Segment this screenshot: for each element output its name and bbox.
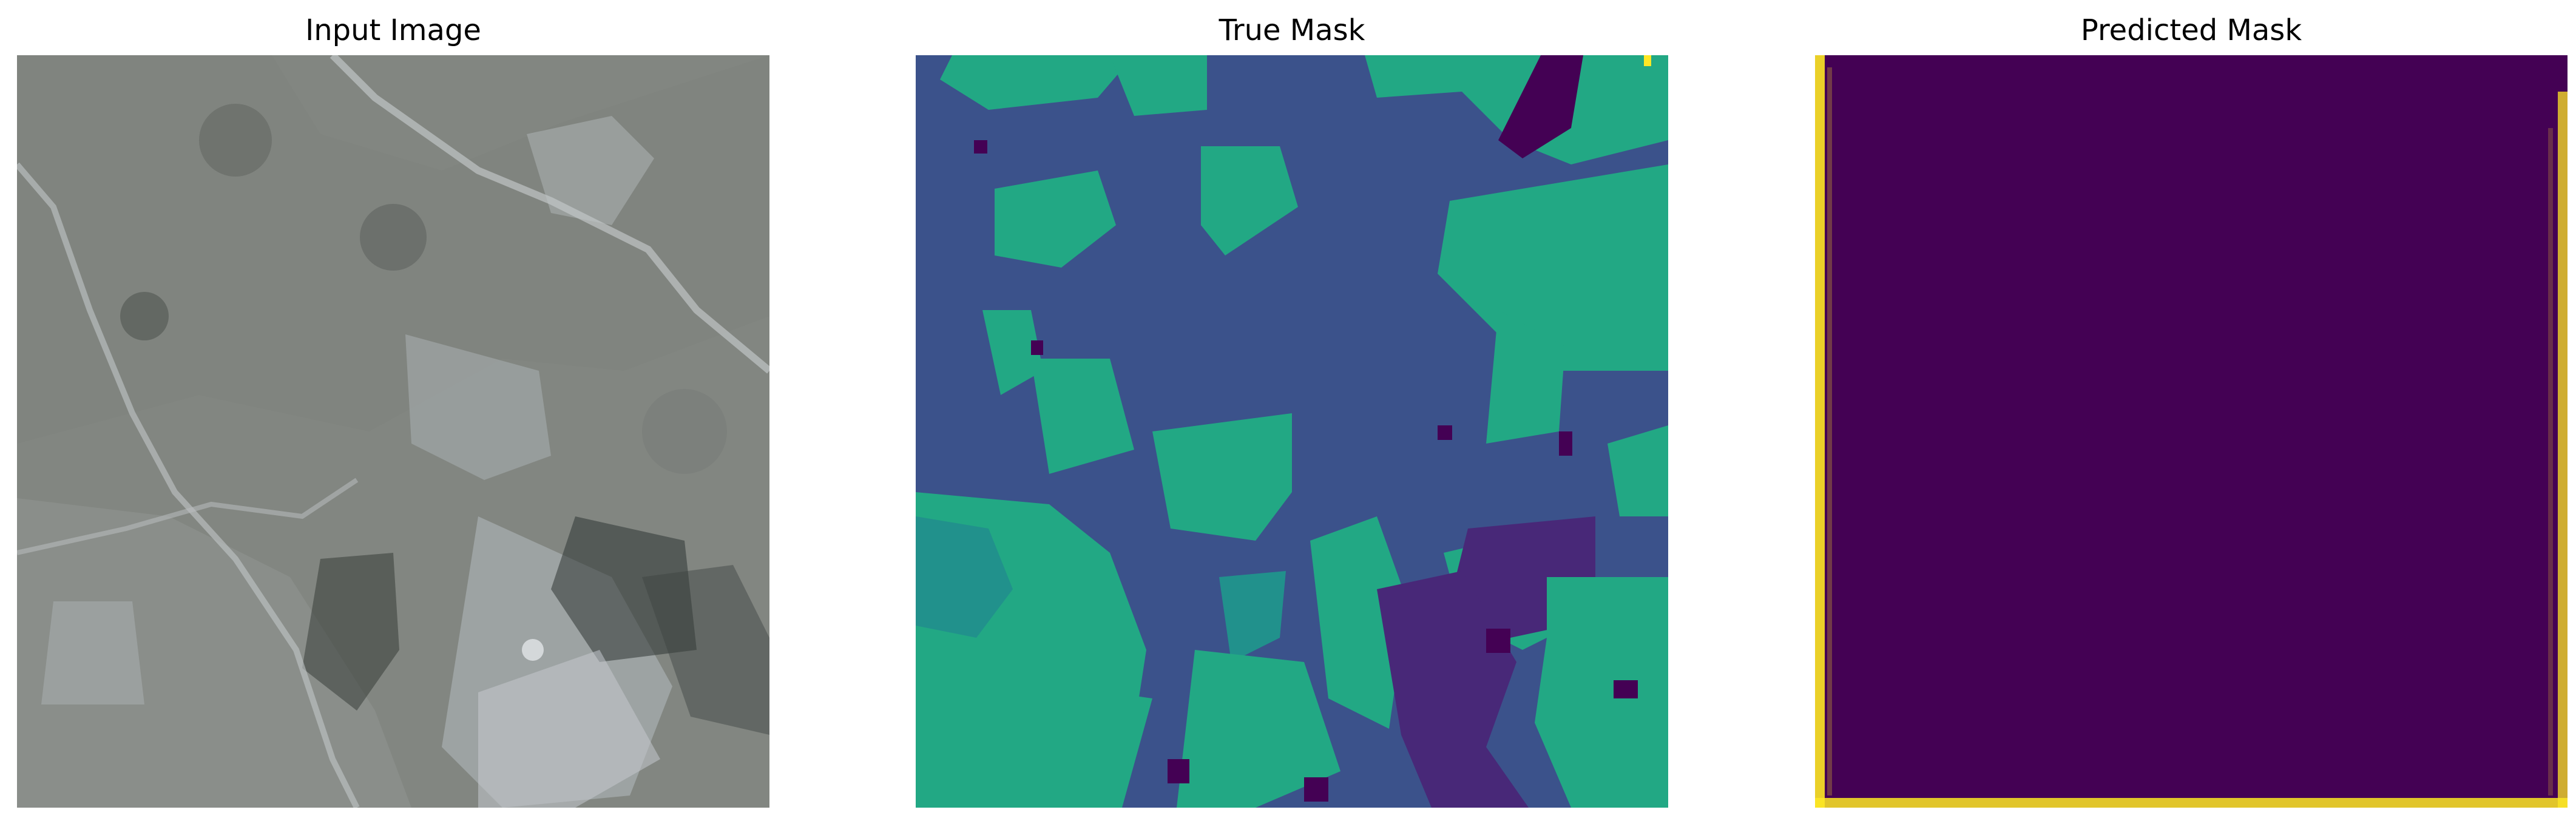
true-mask-panel <box>916 55 1668 808</box>
predicted-mask-image <box>1815 55 2568 808</box>
input-image-panel <box>17 55 769 808</box>
panel-title-true-mask: True Mask <box>1219 13 1365 47</box>
predicted-mask-panel <box>1815 55 2568 808</box>
panel-title-predicted-mask: Predicted Mask <box>2080 13 2302 47</box>
true-mask-image <box>916 55 1668 808</box>
satellite-image <box>17 55 769 808</box>
panel-title-input-image: Input Image <box>305 13 481 47</box>
